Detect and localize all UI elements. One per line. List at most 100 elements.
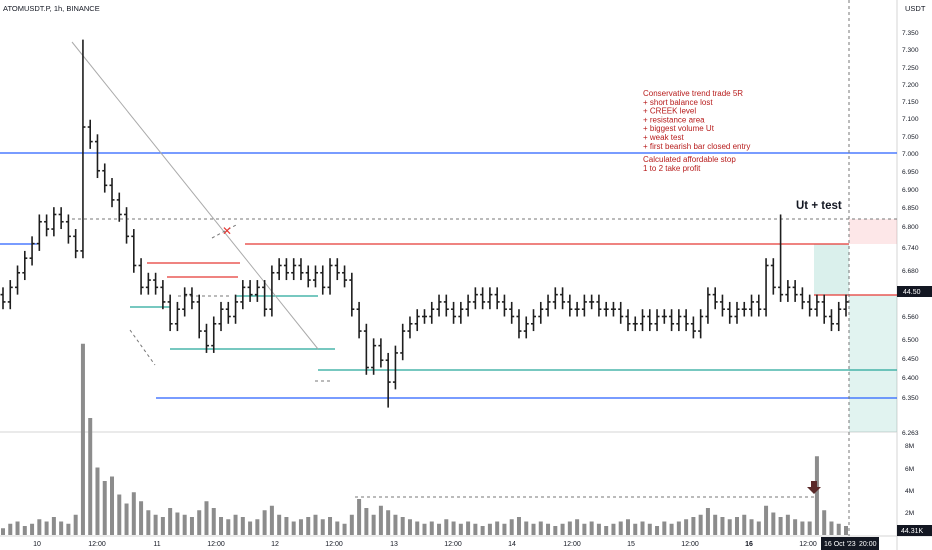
ohlc-bar [625,309,631,332]
volume-bar [66,523,71,535]
volume-bar [400,517,405,535]
ohlc-bar [349,272,355,317]
time-axis[interactable]: 10 12:00 11 12:00 12 12:00 13 12:00 14 12:00 15 12:… [33,541,817,548]
ohlc-bar [814,294,820,317]
volume-bar [1,528,5,535]
volume-bar [844,526,848,535]
ohlc-bar [523,316,529,339]
ohlc-bar [647,309,653,332]
price-tick: 6.800 [902,224,919,231]
volume-bar [502,523,507,535]
volume-bar [822,510,827,535]
volume-tick: 4M [905,488,914,495]
ohlc-bar [422,309,427,324]
ohlc-bar [509,301,515,324]
volume-bar [248,521,253,535]
ohlc-bar [182,287,188,317]
annotation-stop-line: 1 to 2 take profit [643,164,701,173]
volume-bar [691,517,696,535]
price-tick: 7.150 [902,99,919,106]
volume-bar [647,523,652,535]
trend-line[interactable] [71,41,319,350]
ohlc-bar [378,338,384,368]
time-label: 12:00 [444,541,462,548]
volume-bar [538,521,543,535]
volume-bar [560,523,565,535]
volume-bar [764,505,769,535]
price-tick: 7.300 [902,47,919,54]
volume-bar [531,523,536,535]
price-tick: 6.950 [902,169,919,176]
ohlc-bar [334,258,340,281]
volume-bar [582,523,587,535]
last-volume-badge [897,525,932,536]
price-tick: 6.500 [902,337,919,344]
volume-bar [306,517,311,535]
ohlc-bar [690,316,696,339]
ohlc-bar [211,316,217,353]
volume-bar [705,508,710,535]
ohlc-bar [603,301,609,317]
ohlc-bar [73,229,79,259]
take-profit-zone[interactable] [849,295,897,432]
ohlc-bar [203,323,209,353]
ohlc-bar [262,280,268,317]
volume-bar [298,519,303,535]
annotation-line: + resistance area [643,115,705,124]
ohlc-bar [669,309,675,332]
ohlc-bar [385,352,391,408]
ohlc-bar [174,301,180,332]
stop-loss-zone[interactable] [849,219,897,244]
annotation-note[interactable]: Conservative trend trade 5R+ short balan… [643,89,750,173]
price-tick: 6.350 [902,395,919,402]
last-price-badge [897,286,932,297]
dashed-arrow-up [211,223,239,239]
ohlc-bar [371,338,377,375]
time-label: 14 [508,541,516,548]
annotation-line: + weak test [643,133,684,142]
volume-bar [793,519,798,535]
time-label: 12:00 [563,541,581,548]
volume-bar [633,523,638,535]
ohlc-bar [828,309,834,332]
volume-bar [320,519,325,535]
ohlc-bar [472,287,478,310]
volume-bar [785,514,790,535]
current-date-label: 16 Oct '23 [824,541,856,548]
price-tick: 7.100 [902,116,919,123]
ohlc-bar [734,301,740,324]
volume-bar [131,492,136,535]
price-tick: 7.000 [902,151,919,158]
ohlc-bar [712,287,718,310]
volume-bar [516,517,521,535]
price-axis[interactable]: 7.350 7.300 7.250 7.200 7.150 7.100 7.050 7.000… [902,30,919,437]
volume-bar [240,517,245,535]
price-tick: 6.263 [902,430,919,437]
ohlc-bar [145,272,151,295]
ohlc-bar [480,287,486,310]
annotation-line: + short balance lost [643,98,713,107]
volume-bar [713,514,718,535]
ohlc-bar [15,265,21,295]
volume-bar [749,519,754,535]
price-tick: 6.680 [902,268,919,275]
volume-bar [487,523,492,535]
ohlc-bar [305,265,311,288]
volume-bar [117,494,122,535]
ohlc-bars [0,39,849,408]
ohlc-bar [756,294,762,317]
volume-bar [30,523,35,535]
volume-bar [625,519,630,535]
ohlc-bar [312,265,318,288]
volume-bar [698,514,703,535]
volume-bar [168,508,173,535]
ohlc-bar [298,258,304,281]
ohlc-bar [676,309,682,332]
volume-bar [509,519,514,535]
ohlc-bar [320,265,326,295]
ohlc-bar [0,287,6,310]
last-price-label: 44.50 [903,289,921,296]
volume-bar [291,521,296,535]
ohlc-bar [538,301,544,324]
